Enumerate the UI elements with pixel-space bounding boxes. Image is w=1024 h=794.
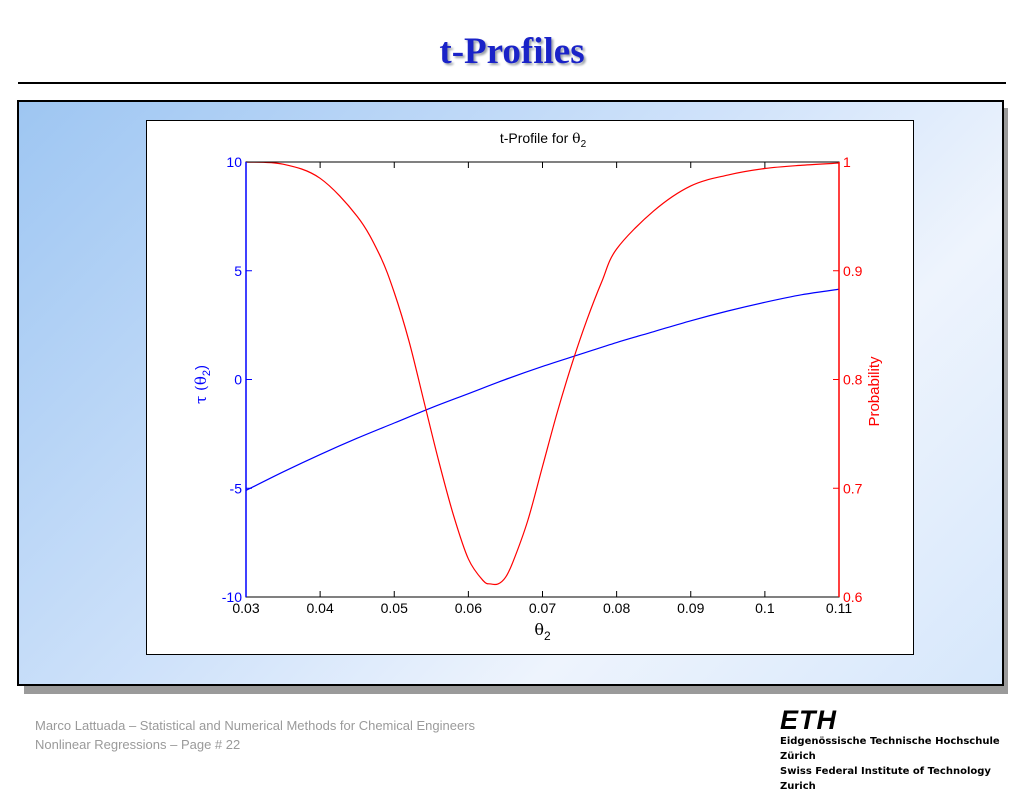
y-left-tick-label: -5 (230, 480, 243, 496)
y-right-tick-label: 0.9 (843, 263, 863, 279)
x-axis: 0.03 0.04 0.05 0.06 0.07 0.08 0.09 0.1 0.11 (232, 162, 852, 616)
footer-page-line: Nonlinear Regressions – Page # 22 (35, 737, 241, 752)
y-axis-left-label: τ (θ2) (192, 365, 213, 404)
chart-title-subscript: 2 (581, 139, 587, 150)
chart-title-text: t-Profile for (500, 130, 572, 146)
chart-title: t-Profile for θ2 (500, 130, 587, 150)
y-right-tick-label: 0.7 (843, 480, 863, 496)
eth-logo-mark: ETH (780, 705, 837, 735)
footer: Marco Lattuada – Statistical and Numeric… (35, 716, 475, 754)
footer-course-line: Marco Lattuada – Statistical and Numeric… (35, 718, 476, 733)
x-tick-label: 0.11 (826, 600, 852, 616)
y-left-tick-label: 10 (226, 154, 242, 170)
x-axis-label-subscript: 2 (544, 629, 551, 643)
t-profile-chart: t-Profile for θ2 0.03 0.04 0.05 0.06 0.07 0.0… (192, 130, 883, 643)
y-left-tick-label: 5 (234, 263, 242, 279)
x-axis-label-symbol: θ (534, 620, 544, 639)
y-right-tick-label: 0.8 (843, 372, 863, 388)
x-tick-label: 0.1 (755, 600, 775, 616)
y-right-tick-label: 0.6 (843, 589, 863, 605)
y-axis-right: 0.6 0.7 0.8 0.9 1 (833, 154, 863, 605)
title-divider (18, 82, 1006, 84)
x-tick-label: 0.07 (529, 600, 556, 616)
y-left-tick-label: 0 (234, 372, 242, 388)
series-group (245, 161, 840, 586)
probability-series-line (245, 161, 840, 586)
y-left-label-suffix: ) (193, 365, 210, 370)
chart-title-symbol: θ (572, 131, 580, 147)
plot-area-border (245, 161, 840, 598)
eth-logo: ETH Eidgenössische Technische Hochschule… (780, 706, 1020, 794)
figure-frame: t-Profile for θ2 0.03 0.04 0.05 0.06 0.07 0.0… (146, 120, 914, 655)
y-left-tick-label: -10 (222, 589, 242, 605)
x-tick-label: 0.04 (307, 600, 334, 616)
y-axis-right-label: Probability (866, 356, 883, 427)
x-tick-label: 0.08 (603, 600, 630, 616)
x-tick-label: 0.03 (232, 600, 259, 616)
slide-title: t-Profiles (439, 31, 585, 72)
eth-logo-line-german: Eidgenössische Technische Hochschule Zür… (780, 736, 1000, 762)
x-axis-label: θ2 (534, 620, 551, 643)
x-tick-label: 0.09 (677, 600, 704, 616)
x-tick-label: 0.05 (381, 600, 408, 616)
y-right-tick-label: 1 (843, 154, 851, 170)
eth-logo-line-english: Swiss Federal Institute of Technology Zu… (780, 766, 991, 792)
y-left-label-prefix: τ ( (192, 385, 210, 404)
y-axis-left: -10 -5 0 5 10 (222, 154, 252, 605)
y-left-label-symbol: θ (192, 376, 210, 385)
y-left-label-subscript: 2 (201, 370, 213, 376)
x-tick-label: 0.06 (455, 600, 482, 616)
tau-series-line (245, 288, 840, 491)
